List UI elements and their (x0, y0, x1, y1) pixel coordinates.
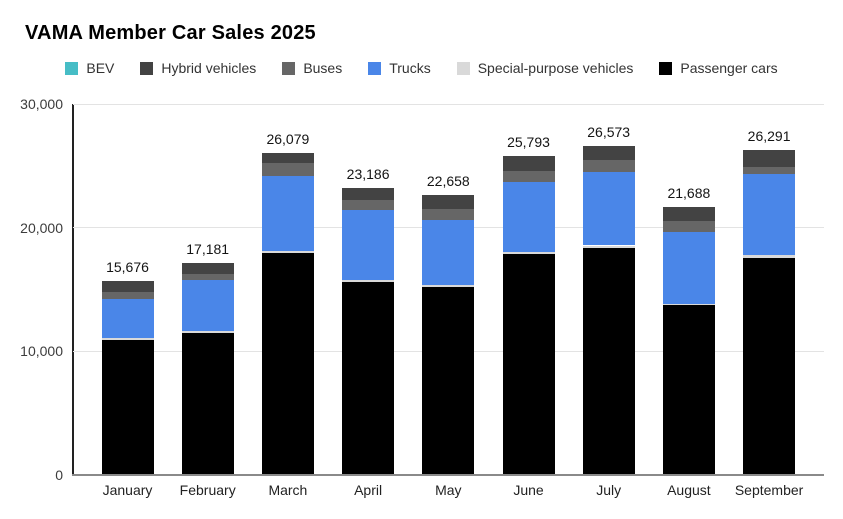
bar-segment-passenger-cars[interactable] (342, 282, 395, 475)
legend-item-hybrid-vehicles[interactable]: Hybrid vehicles (140, 60, 256, 76)
bar-segment-special-purpose-vehicles[interactable] (422, 285, 475, 288)
chart-title: VAMA Member Car Sales 2025 (25, 22, 316, 44)
gridline-30000 (73, 103, 824, 105)
bar-total-label: 26,573 (587, 124, 631, 141)
x-axis-label-june: June (513, 482, 544, 498)
bar-segment-hybrid-vehicles[interactable] (261, 152, 314, 163)
bar-segment-passenger-cars[interactable] (101, 339, 154, 475)
bar-total-label: 26,291 (747, 127, 791, 144)
bar-segment-special-purpose-vehicles[interactable] (181, 331, 234, 334)
legend-label: Passenger cars (680, 60, 778, 76)
legend-label: Buses (303, 60, 343, 76)
hybrid-vehicles-swatch-icon (140, 61, 154, 75)
y-tick-label: 0 (55, 467, 63, 483)
x-axis-label-july: July (596, 482, 622, 498)
bar-segment-trucks[interactable] (342, 210, 395, 281)
bev-swatch-icon (65, 61, 79, 75)
bar-segment-hybrid-vehicles[interactable] (662, 206, 715, 222)
bar-segment-buses[interactable] (261, 162, 314, 177)
bar-segment-buses[interactable] (743, 167, 796, 175)
bar-total-label: 21,688 (667, 184, 711, 201)
bar-segment-trucks[interactable] (662, 232, 715, 304)
bar-total-label: 26,079 (266, 130, 310, 147)
bar-segment-hybrid-vehicles[interactable] (181, 262, 234, 274)
bar-segment-trucks[interactable] (743, 174, 796, 256)
bar-segment-hybrid-vehicles[interactable] (422, 194, 475, 209)
bar-segment-special-purpose-vehicles[interactable] (662, 303, 715, 306)
passenger-cars-swatch-icon (659, 61, 673, 75)
bar-segment-hybrid-vehicles[interactable] (502, 156, 555, 171)
bar-segment-hybrid-vehicles[interactable] (582, 146, 635, 160)
y-axis-line (72, 104, 74, 476)
legend: BEV Hybrid vehicles Buses Trucks Special-pur… (0, 60, 843, 76)
bar-segment-trucks[interactable] (261, 176, 314, 251)
bar-total-label: 25,793 (507, 134, 550, 151)
legend-label: BEV (86, 60, 115, 76)
legend-item-bev[interactable]: BEV (65, 60, 114, 76)
x-axis-label-may: May (435, 482, 462, 498)
bar-segment-buses[interactable] (662, 221, 715, 233)
y-tick-label: 20,000 (20, 219, 63, 236)
bar-segment-buses[interactable] (101, 292, 154, 300)
y-tick-label: 10,000 (20, 343, 63, 360)
bar-segment-special-purpose-vehicles[interactable] (101, 337, 154, 340)
legend-item-buses[interactable]: Buses (282, 60, 342, 76)
bar-segment-buses[interactable] (502, 170, 555, 183)
x-axis-label-february: February (179, 482, 236, 498)
bar-segment-trucks[interactable] (502, 182, 555, 252)
bar-segment-special-purpose-vehicles[interactable] (582, 245, 635, 249)
buses-swatch-icon (282, 61, 296, 75)
x-axis-line (72, 474, 824, 476)
bar-segment-buses[interactable] (582, 159, 635, 173)
legend-label: Hybrid vehicles (161, 60, 257, 76)
plot-area: 15,676 17,181 26,079 23,186 22,658 25,793 26,5… (73, 103, 824, 475)
bar-segment-passenger-cars[interactable] (261, 252, 314, 475)
bar-segment-trucks[interactable] (422, 219, 475, 286)
trucks-swatch-icon (368, 61, 382, 75)
x-axis-label-august: August (667, 482, 711, 498)
bar-segment-passenger-cars[interactable] (743, 257, 796, 475)
bar-segment-hybrid-vehicles[interactable] (743, 149, 796, 168)
bar-segment-buses[interactable] (422, 209, 475, 220)
bar-segment-passenger-cars[interactable] (422, 287, 475, 475)
bar-segment-trucks[interactable] (181, 279, 234, 332)
x-axis-label-september: September (734, 482, 804, 498)
bar-total-label: 17,181 (186, 240, 230, 257)
bar-segment-trucks[interactable] (101, 299, 154, 338)
bar-segment-passenger-cars[interactable] (181, 333, 234, 475)
bar-segment-passenger-cars[interactable] (662, 305, 715, 475)
x-axis-label-march: March (268, 482, 308, 498)
bar-total-label: 22,658 (426, 172, 470, 189)
legend-item-trucks[interactable]: Trucks (368, 60, 431, 76)
bar-segment-hybrid-vehicles[interactable] (101, 281, 154, 293)
bar-segment-buses[interactable] (342, 199, 395, 211)
bar-segment-special-purpose-vehicles[interactable] (261, 250, 314, 253)
bar-segment-special-purpose-vehicles[interactable] (502, 251, 555, 254)
bar-segment-passenger-cars[interactable] (582, 248, 635, 475)
special-purpose-vehicles-swatch-icon (456, 61, 470, 75)
bar-total-label: 23,186 (346, 166, 390, 183)
legend-label: Special-purpose vehicles (477, 60, 634, 76)
bar-segment-special-purpose-vehicles[interactable] (743, 255, 796, 258)
bar-segment-hybrid-vehicles[interactable] (342, 188, 395, 200)
bar-segment-passenger-cars[interactable] (502, 253, 555, 475)
bar-segment-special-purpose-vehicles[interactable] (342, 280, 395, 283)
bar-segment-trucks[interactable] (582, 172, 635, 246)
bar-segment-buses[interactable] (181, 273, 234, 280)
x-axis-label-april: April (354, 482, 383, 498)
legend-label: Trucks (389, 60, 431, 76)
legend-item-passenger-cars[interactable]: Passenger cars (659, 60, 778, 76)
bar-total-label: 15,676 (106, 259, 149, 276)
legend-item-special-purpose-vehicles[interactable]: Special-purpose vehicles (456, 60, 634, 76)
y-tick-label: 30,000 (20, 96, 63, 112)
x-axis-label-january: January (102, 482, 153, 498)
